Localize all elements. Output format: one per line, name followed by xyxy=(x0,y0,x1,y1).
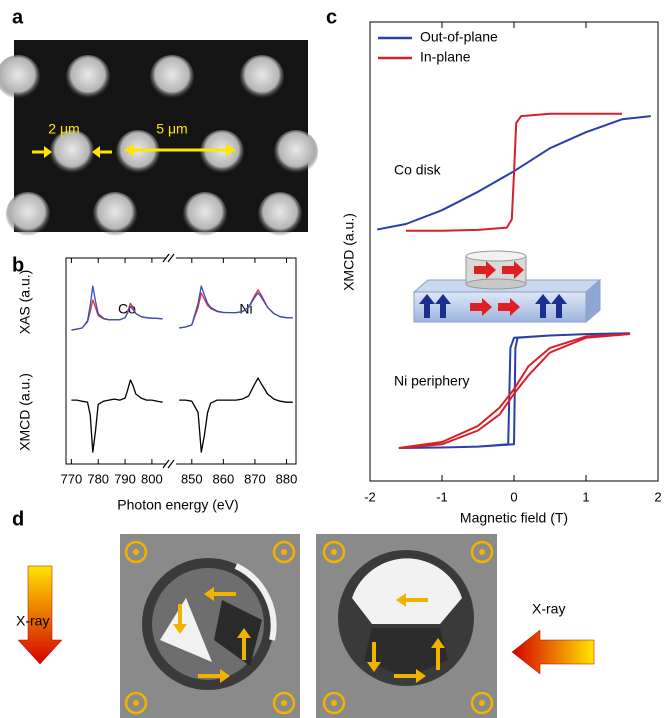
data-line xyxy=(71,300,162,330)
x-tick-label: 1 xyxy=(582,489,589,504)
y-axis-label: XMCD (a.u.) xyxy=(341,213,357,291)
x-tick-label: -1 xyxy=(436,489,448,504)
scale-annotation: 5 μm xyxy=(156,121,187,137)
scale-annotation: 2 μm xyxy=(48,121,79,137)
x-axis-label: Photon energy (eV) xyxy=(117,497,238,513)
x-tick-label: -2 xyxy=(364,489,376,504)
y-axis-label: XMCD (a.u.) xyxy=(17,373,33,451)
figure: a b c d 2 μm 5 μm XAS (a.u.) XMCD (a.u.)… xyxy=(0,0,667,718)
legend-label: In-plane xyxy=(420,49,471,65)
schematic xyxy=(414,251,600,322)
x-tick-label: 860 xyxy=(213,471,235,486)
x-tick-label: 0 xyxy=(510,489,517,504)
x-tick-label: 800 xyxy=(141,471,163,486)
domain-images: X-ray X-ray xyxy=(16,534,594,718)
panel-label: a xyxy=(12,6,24,28)
micrograph: 2 μm 5 μm xyxy=(0,40,318,236)
x-tick-label: 2 xyxy=(654,489,661,504)
panel-label: d xyxy=(12,508,24,530)
data-line xyxy=(71,286,162,330)
data-line xyxy=(71,380,162,452)
panel-label: c xyxy=(326,6,337,28)
legend-label: Out-of-plane xyxy=(420,29,498,45)
data-line xyxy=(179,286,293,328)
x-axis-label: Magnetic field (T) xyxy=(460,510,568,526)
hysteresis-panel: XMCD (a.u.) Magnetic field (T) Co disk N… xyxy=(341,22,658,526)
annotation: Ni periphery xyxy=(394,373,469,389)
x-tick-label: 780 xyxy=(87,471,109,486)
x-tick-label: 850 xyxy=(181,471,203,486)
x-tick-label: 790 xyxy=(114,471,136,486)
x-tick-label: 870 xyxy=(244,471,266,486)
beam-label: X-ray xyxy=(532,601,565,617)
x-tick-label: 770 xyxy=(61,471,83,486)
data-line xyxy=(179,378,293,452)
annotation: Co disk xyxy=(394,162,442,178)
beam-label: X-ray xyxy=(16,613,49,629)
x-tick-label: 880 xyxy=(276,471,298,486)
y-axis-label: XAS (a.u.) xyxy=(17,270,33,335)
